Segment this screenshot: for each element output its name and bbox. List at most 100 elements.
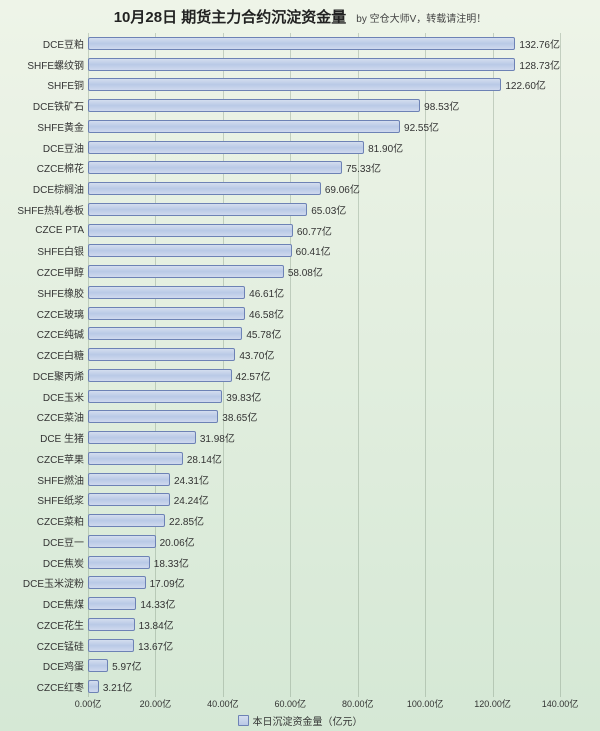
category-label: SHFE铜 [10, 77, 88, 92]
bar [88, 58, 515, 71]
x-tick-label: 120.00亿 [474, 697, 511, 710]
value-label: 31.98亿 [200, 430, 235, 445]
bar [88, 265, 284, 278]
value-label: 60.41亿 [296, 243, 331, 258]
bar-row: DCE焦煤14.33亿 [88, 593, 560, 614]
value-label: 18.33亿 [154, 555, 189, 570]
bar-row: SHFE燃油24.31亿 [88, 469, 560, 490]
value-label: 65.03亿 [311, 202, 346, 217]
category-label: DCE豆粕 [10, 36, 88, 51]
category-label: DCE焦炭 [10, 555, 88, 570]
category-label: CZCE锰硅 [10, 638, 88, 653]
category-label: CZCE白糖 [10, 347, 88, 362]
bar-row: SHFE橡胶46.61亿 [88, 282, 560, 303]
value-label: 81.90亿 [368, 140, 403, 155]
bar-row: DCE豆一20.06亿 [88, 531, 560, 552]
category-label: CZCE菜粕 [10, 513, 88, 528]
category-label: CZCE玻璃 [10, 306, 88, 321]
bar-row: DCE焦炭18.33亿 [88, 552, 560, 573]
bar [88, 141, 364, 154]
bar [88, 182, 321, 195]
category-label: DCE豆一 [10, 534, 88, 549]
x-tick-label: 140.00亿 [542, 697, 579, 710]
value-label: 38.65亿 [222, 409, 257, 424]
bar [88, 597, 136, 610]
bar-row: DCE玉米39.83亿 [88, 386, 560, 407]
category-label: DCE玉米 [10, 389, 88, 404]
value-label: 22.85亿 [169, 513, 204, 528]
bar-row: CZCE苹果28.14亿 [88, 448, 560, 469]
bar [88, 78, 501, 91]
category-label: DCE鸡蛋 [10, 658, 88, 673]
bar [88, 639, 134, 652]
bar-row: SHFE热轧卷板65.03亿 [88, 199, 560, 220]
bar [88, 618, 135, 631]
bar [88, 369, 232, 382]
title-row: 10月28日 期货主力合约沉淀资金量 by 空仓大师V，转载请注明！ [10, 6, 590, 27]
x-axis: 0.00亿20.00亿40.00亿60.00亿80.00亿100.00亿120.… [88, 697, 560, 711]
bar [88, 493, 170, 506]
bar-row: DCE玉米淀粉17.09亿 [88, 573, 560, 594]
bar [88, 659, 108, 672]
value-label: 5.97亿 [112, 658, 141, 673]
legend-label: 本日沉淀资金量（亿元） [253, 713, 363, 728]
value-label: 24.24亿 [174, 492, 209, 507]
bar [88, 348, 235, 361]
category-label: SHFE橡胶 [10, 285, 88, 300]
value-label: 122.60亿 [505, 77, 546, 92]
x-tick-label: 60.00亿 [275, 697, 307, 710]
bar-row: DCE 生猪31.98亿 [88, 427, 560, 448]
category-label: DCE铁矿石 [10, 98, 88, 113]
bar [88, 37, 515, 50]
x-tick-label: 20.00亿 [140, 697, 172, 710]
bar-row: CZCE玻璃46.58亿 [88, 303, 560, 324]
bar [88, 473, 170, 486]
value-label: 45.78亿 [246, 326, 281, 341]
chart-title: 10月28日 期货主力合约沉淀资金量 [114, 6, 347, 27]
bar-row: SHFE白银60.41亿 [88, 241, 560, 262]
bar [88, 514, 165, 527]
value-label: 46.58亿 [249, 306, 284, 321]
bar-row: SHFE螺纹钢128.73亿 [88, 54, 560, 75]
bar [88, 390, 222, 403]
bar [88, 452, 183, 465]
category-label: SHFE燃油 [10, 472, 88, 487]
value-label: 98.53亿 [424, 98, 459, 113]
bar [88, 576, 146, 589]
value-label: 24.31亿 [174, 472, 209, 487]
category-label: SHFE纸浆 [10, 492, 88, 507]
chart-container: 10月28日 期货主力合约沉淀资金量 by 空仓大师V，转载请注明！ DCE豆粕… [0, 0, 600, 731]
plot-area: DCE豆粕132.76亿SHFE螺纹钢128.73亿SHFE铜122.60亿DC… [10, 33, 590, 697]
value-label: 58.08亿 [288, 264, 323, 279]
bar [88, 120, 400, 133]
category-label: CZCE花生 [10, 617, 88, 632]
category-label: DCE玉米淀粉 [10, 575, 88, 590]
category-label: DCE豆油 [10, 140, 88, 155]
value-label: 60.77亿 [297, 223, 332, 238]
bar-row: DCE聚丙烯42.57亿 [88, 365, 560, 386]
x-tick-label: 80.00亿 [342, 697, 374, 710]
value-label: 128.73亿 [519, 57, 560, 72]
bar [88, 161, 342, 174]
bar-row: DCE棕榈油69.06亿 [88, 178, 560, 199]
bar-row: DCE鸡蛋5.97亿 [88, 656, 560, 677]
category-label: SHFE黄金 [10, 119, 88, 134]
value-label: 39.83亿 [226, 389, 261, 404]
value-label: 43.70亿 [239, 347, 274, 362]
category-label: DCE聚丙烯 [10, 368, 88, 383]
bar [88, 99, 420, 112]
category-label: DCE 生猪 [10, 430, 88, 445]
bar-row: DCE铁矿石98.53亿 [88, 95, 560, 116]
category-label: CZCE菜油 [10, 409, 88, 424]
bar-row: SHFE黄金92.55亿 [88, 116, 560, 137]
bar [88, 203, 307, 216]
bar-row: CZCE甲醇58.08亿 [88, 261, 560, 282]
value-label: 75.33亿 [346, 160, 381, 175]
value-label: 17.09亿 [150, 575, 185, 590]
category-label: SHFE螺纹钢 [10, 57, 88, 72]
bar-row: CZCE白糖43.70亿 [88, 344, 560, 365]
bars-area: DCE豆粕132.76亿SHFE螺纹钢128.73亿SHFE铜122.60亿DC… [88, 33, 560, 697]
bar-row: CZCE PTA60.77亿 [88, 220, 560, 241]
value-label: 13.84亿 [139, 617, 174, 632]
value-label: 132.76亿 [519, 36, 560, 51]
